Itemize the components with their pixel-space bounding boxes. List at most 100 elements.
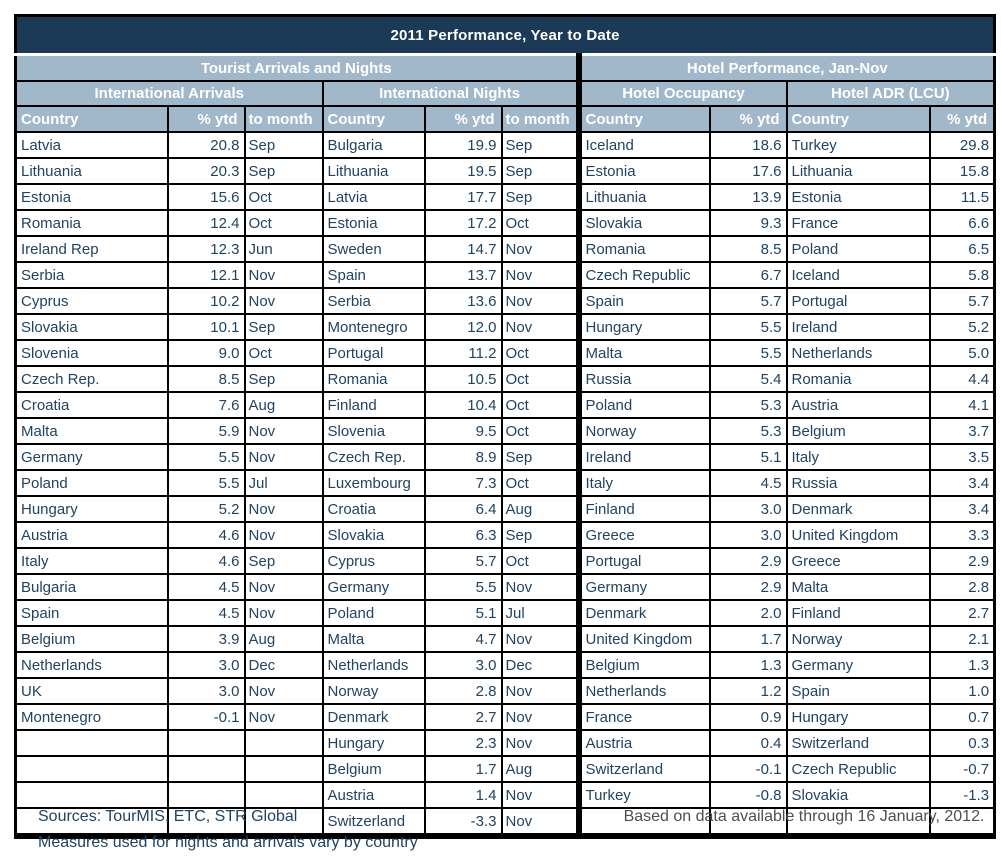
occupancy-country-cell: Greece — [577, 521, 711, 549]
adr-ytd-cell: 1.3 — [928, 651, 996, 679]
arrivals-ytd-cell: 9.0 — [166, 339, 246, 367]
arrivals-ytd-cell — [166, 755, 246, 783]
arrivals-ytd-cell: 4.5 — [166, 599, 246, 627]
occupancy-country-cell: Iceland — [577, 131, 711, 159]
subsection-international-nights: International Nights — [321, 80, 582, 107]
adr-country-cell: Austria — [785, 391, 931, 419]
occupancy-country-cell: Estonia — [577, 157, 711, 185]
arrivals-country-cell: Montenegro — [14, 703, 169, 731]
arrivals-month-cell — [243, 755, 324, 783]
col-header-occupancy-ytd: % ytd — [708, 105, 788, 133]
adr-country-cell: Estonia — [785, 183, 931, 211]
adr-ytd-cell: 2.1 — [928, 625, 996, 653]
nights-country-cell: Germany — [321, 573, 426, 601]
occupancy-ytd-cell: 4.5 — [708, 469, 788, 497]
nights-month-cell: Nov — [500, 313, 582, 341]
adr-country-cell: France — [785, 209, 931, 237]
arrivals-ytd-cell: 12.1 — [166, 261, 246, 289]
arrivals-month-cell: Jun — [243, 235, 324, 263]
nights-country-cell: Switzerland — [321, 807, 426, 837]
occupancy-ytd-cell: 1.3 — [708, 651, 788, 679]
occupancy-country-cell: Norway — [577, 417, 711, 445]
arrivals-ytd-cell: 4.6 — [166, 521, 246, 549]
arrivals-ytd-cell: 20.8 — [166, 131, 246, 159]
occupancy-ytd-cell: 9.3 — [708, 209, 788, 237]
occupancy-ytd-cell: 6.7 — [708, 261, 788, 289]
arrivals-country-cell: Romania — [14, 209, 169, 237]
occupancy-ytd-cell: 5.4 — [708, 365, 788, 393]
nights-country-cell: Norway — [321, 677, 426, 705]
arrivals-month-cell: Sep — [243, 131, 324, 159]
performance-table: 2011 Performance, Year to Date Tourist A… — [14, 14, 997, 839]
nights-ytd-cell: 8.9 — [423, 443, 503, 471]
adr-country-cell: Malta — [785, 573, 931, 601]
nights-country-cell: Cyprus — [321, 547, 426, 575]
adr-country-cell: Slovakia — [785, 781, 931, 809]
occupancy-country-cell: Germany — [577, 573, 711, 601]
subsection-hotel-occupancy: Hotel Occupancy — [577, 80, 788, 107]
nights-ytd-cell: 2.3 — [423, 729, 503, 757]
adr-country-cell: Iceland — [785, 261, 931, 289]
col-header-nights-month: to month — [500, 105, 582, 133]
adr-ytd-cell: -0.7 — [928, 755, 996, 783]
table-row: Slovenia 9.0 Oct Portugal 11.2 Oct Malta 5.5 Net… — [14, 339, 996, 367]
adr-country-cell: Denmark — [785, 495, 931, 523]
table-row: Czech Rep. 8.5 Sep Romania 10.5 Oct Russia 5.4 R… — [14, 365, 996, 393]
adr-ytd-cell: 1.0 — [928, 677, 996, 705]
occupancy-ytd-cell: 2.0 — [708, 599, 788, 627]
nights-country-cell: Spain — [321, 261, 426, 289]
occupancy-country-cell: Russia — [577, 365, 711, 393]
table-row: Lithuania 20.3 Sep Lithuania 19.5 Sep Estonia 1… — [14, 157, 996, 185]
nights-month-cell: Sep — [500, 521, 582, 549]
footer-measures: Measures used for nights and arrivals va… — [38, 834, 418, 851]
arrivals-country-cell: Cyprus — [14, 287, 169, 315]
footer-data-availability: Based on data available through 16 Janua… — [623, 808, 985, 825]
occupancy-ytd-cell: -0.1 — [708, 755, 788, 783]
col-header-nights-ytd: % ytd — [423, 105, 503, 133]
occupancy-ytd-cell: 5.7 — [708, 287, 788, 315]
nights-month-cell: Oct — [500, 469, 582, 497]
adr-country-cell: United Kingdom — [785, 521, 931, 549]
nights-ytd-cell: 17.7 — [423, 183, 503, 211]
occupancy-country-cell: Netherlands — [577, 677, 711, 705]
col-header-adr-country: Country — [785, 105, 931, 133]
adr-country-cell: Norway — [785, 625, 931, 653]
nights-month-cell: Sep — [500, 183, 582, 211]
table-row: Germany 5.5 Nov Czech Rep. 8.9 Sep Ireland 5.1 I… — [14, 443, 996, 471]
arrivals-ytd-cell: 3.0 — [166, 651, 246, 679]
arrivals-country-cell: Serbia — [14, 261, 169, 289]
nights-ytd-cell: 2.7 — [423, 703, 503, 731]
adr-ytd-cell: 6.6 — [928, 209, 996, 237]
nights-month-cell: Nov — [500, 781, 582, 809]
nights-country-cell: Latvia — [321, 183, 426, 211]
subsection-header-row: International Arrivals International Nig… — [14, 80, 996, 107]
arrivals-month-cell: Aug — [243, 625, 324, 653]
adr-ytd-cell: -1.3 — [928, 781, 996, 809]
nights-month-cell: Oct — [500, 365, 582, 393]
arrivals-country-cell: Italy — [14, 547, 169, 575]
occupancy-ytd-cell: 2.9 — [708, 547, 788, 575]
subsection-hotel-adr: Hotel ADR (LCU) — [785, 80, 996, 107]
arrivals-country-cell — [14, 755, 169, 783]
adr-country-cell: Belgium — [785, 417, 931, 445]
arrivals-ytd-cell: 4.5 — [166, 573, 246, 601]
footer-notes: Sources: TourMIS, ETC, STR Global Measur… — [38, 804, 598, 856]
performance-table-sheet: 2011 Performance, Year to Date Tourist A… — [14, 14, 997, 851]
arrivals-ytd-cell: 5.5 — [166, 469, 246, 497]
arrivals-month-cell: Jul — [243, 469, 324, 497]
arrivals-ytd-cell: 15.6 — [166, 183, 246, 211]
arrivals-ytd-cell: 12.3 — [166, 235, 246, 263]
occupancy-ytd-cell: 17.6 — [708, 157, 788, 185]
arrivals-country-cell: Czech Rep. — [14, 365, 169, 393]
nights-month-cell: Oct — [500, 391, 582, 419]
nights-country-cell: Netherlands — [321, 651, 426, 679]
arrivals-country-cell: Belgium — [14, 625, 169, 653]
nights-country-cell: Denmark — [321, 703, 426, 731]
occupancy-ytd-cell: 0.9 — [708, 703, 788, 731]
arrivals-month-cell — [243, 807, 324, 837]
occupancy-ytd-cell: 18.6 — [708, 131, 788, 159]
title-row: 2011 Performance, Year to Date — [14, 14, 996, 56]
arrivals-ytd-cell: 5.5 — [166, 443, 246, 471]
arrivals-month-cell — [243, 729, 324, 757]
nights-ytd-cell: 5.5 — [423, 573, 503, 601]
